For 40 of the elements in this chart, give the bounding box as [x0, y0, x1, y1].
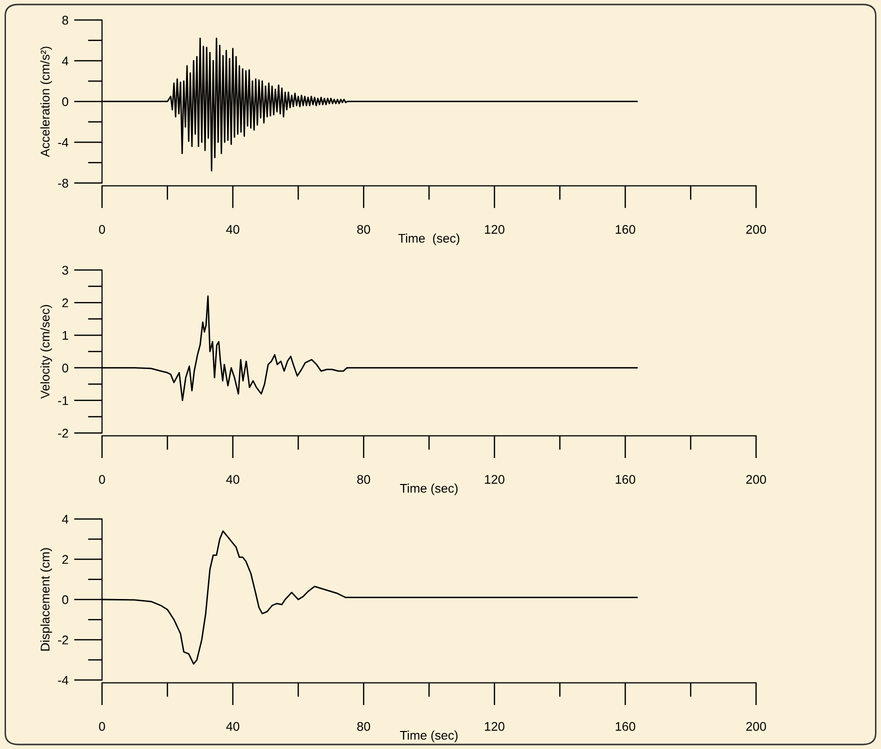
- x-tick-label: 200: [746, 474, 766, 484]
- y-tick-label: -2: [58, 636, 68, 644]
- y-tick-label: 4: [62, 56, 68, 66]
- y-tick-label: 0: [62, 595, 68, 604]
- x-axis-title: Time (sec): [398, 234, 460, 246]
- y-tick-label: -1: [58, 396, 68, 405]
- x-axis-title: Time (sec): [400, 730, 458, 742]
- y-axis-title: Displacement (cm): [40, 548, 52, 651]
- x-tick-label: 40: [226, 224, 240, 234]
- x-tick-label: 80: [357, 224, 370, 234]
- y-axis-title: Velocity (cm/sec): [40, 305, 52, 399]
- x-tick-label: 200: [746, 722, 766, 731]
- y-tick-label: -8: [58, 178, 68, 188]
- x-tick-label: 120: [484, 224, 504, 234]
- y-tick-label: 0: [62, 97, 68, 106]
- y-tick-label: -4: [58, 676, 68, 685]
- x-axis-title: Time (sec): [400, 484, 458, 496]
- y-tick-label: 2: [62, 298, 68, 308]
- y-axis-title: Acceleration (cm/s²): [40, 46, 52, 158]
- x-tick-label: 0: [99, 722, 106, 731]
- y-tick-label: 2: [62, 555, 68, 564]
- x-tick-label: 160: [616, 224, 636, 234]
- x-tick-label: 160: [616, 722, 636, 731]
- y-tick-label: 8: [62, 16, 68, 25]
- y-tick-label: 1: [62, 331, 68, 340]
- y-tick-label: 0: [62, 364, 68, 372]
- x-tick-label: 0: [99, 224, 106, 234]
- y-tick-label: 3: [62, 266, 68, 275]
- x-tick-label: 40: [226, 474, 240, 484]
- y-tick-label: -4: [58, 138, 68, 147]
- x-tick-label: 0: [99, 474, 106, 484]
- x-tick-label: 80: [357, 474, 370, 484]
- x-tick-label: 120: [484, 474, 504, 484]
- x-tick-label: 160: [616, 474, 636, 484]
- x-tick-label: 40: [226, 722, 240, 731]
- y-tick-label: -2: [58, 428, 68, 438]
- x-tick-label: 120: [484, 722, 504, 731]
- x-tick-label: 200: [746, 224, 766, 234]
- y-tick-label: 4: [62, 514, 68, 524]
- x-tick-label: 80: [357, 722, 370, 731]
